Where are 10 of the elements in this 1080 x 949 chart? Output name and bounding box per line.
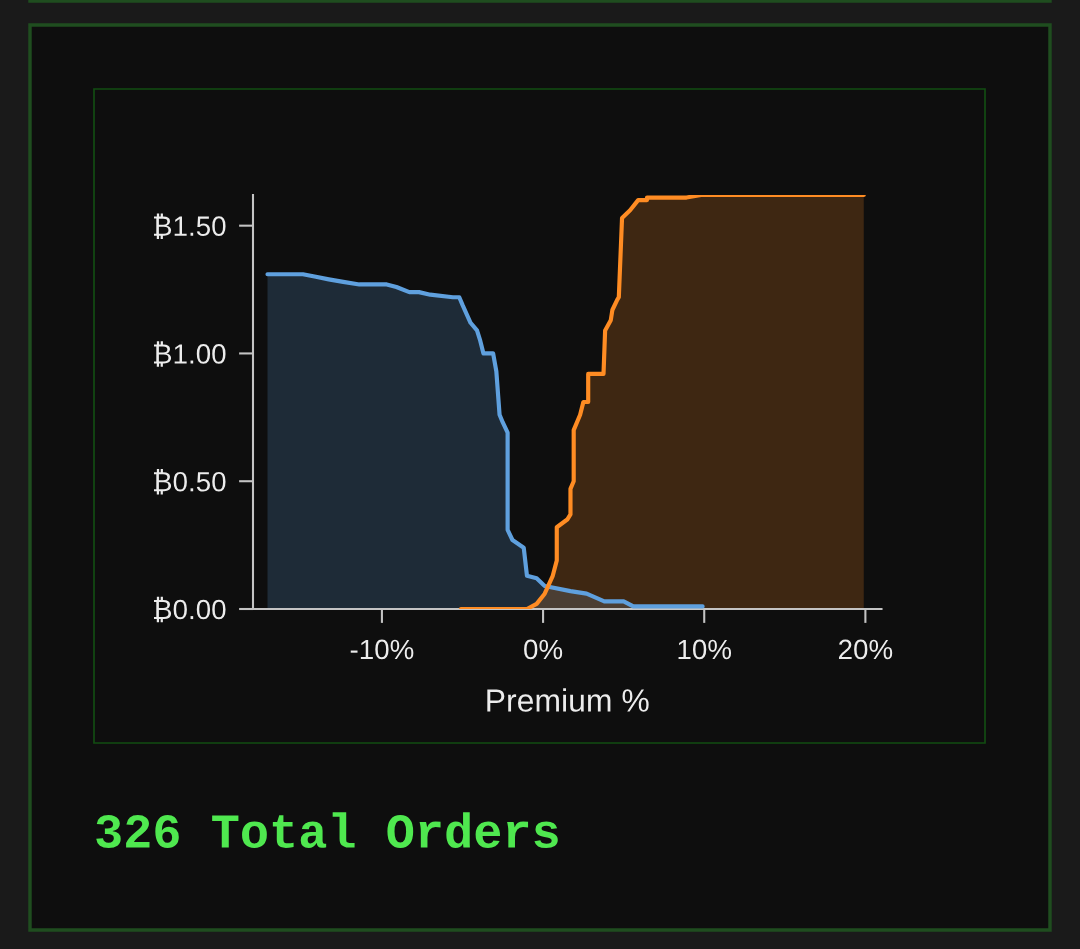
y-tick-label: ₿0.50	[154, 469, 226, 495]
y-tick-label: ₿1.00	[154, 341, 226, 367]
x-tick-label: 0%	[524, 639, 563, 660]
x-axis-title: Premium %	[487, 688, 649, 712]
y-tick-label: ₿0.00	[154, 596, 226, 623]
x-tick-label: -10%	[350, 639, 414, 660]
text: 326 Total Orders	[96, 812, 558, 849]
x-tick-label: 10%	[678, 639, 732, 660]
x-tick-label: 20%	[838, 639, 893, 660]
y-tick-label: ₿1.50	[154, 213, 226, 239]
